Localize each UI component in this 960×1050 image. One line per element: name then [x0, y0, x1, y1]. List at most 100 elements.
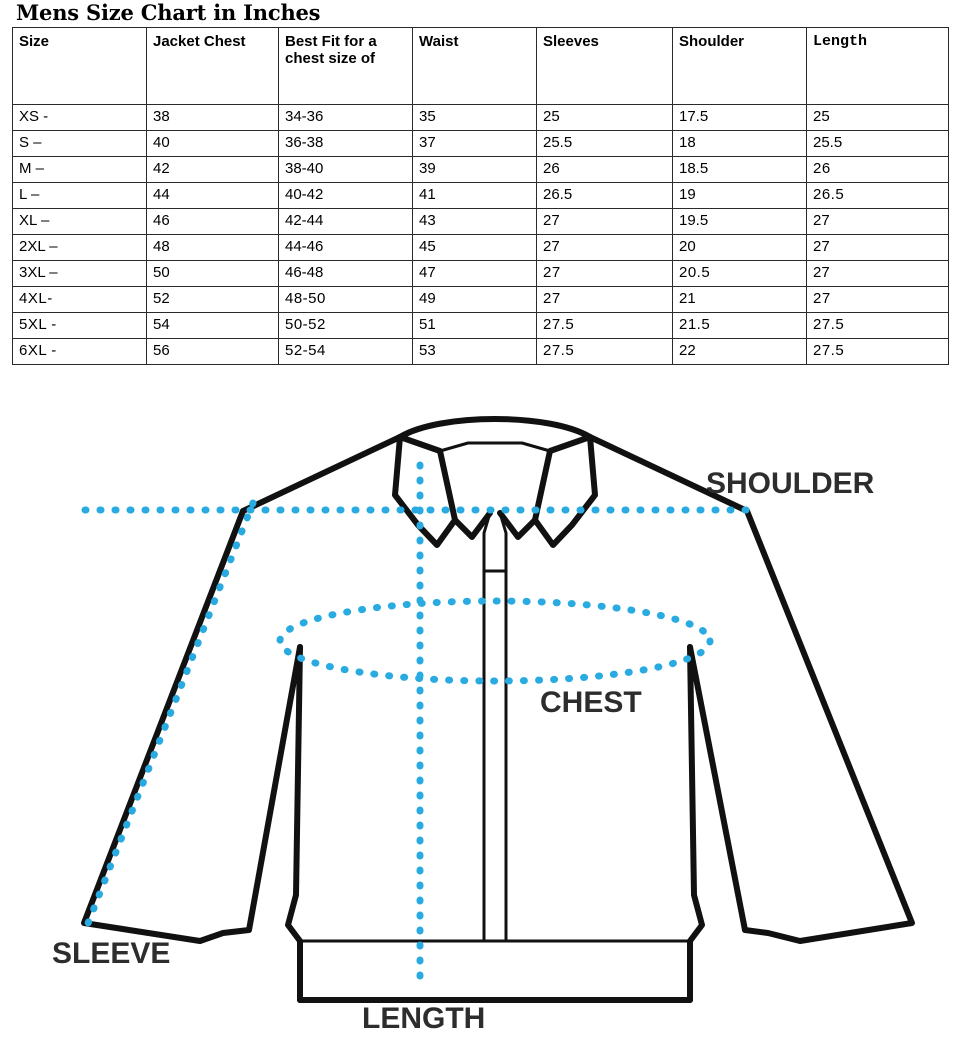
cell-length: 27 — [806, 286, 949, 313]
cell-waist: 47 — [412, 260, 537, 287]
cell-sleeves: 27.5 — [536, 338, 673, 365]
chest-label: CHEST — [540, 686, 642, 719]
cell-sleeves: 26 — [536, 156, 673, 183]
size-chart-table-container: Size Jacket Chest Best Fit for a chest s… — [12, 27, 949, 365]
column-header-size: Size — [12, 27, 147, 105]
cell-best-fit: 34-36 — [278, 104, 413, 131]
cell-size: 5XL - — [12, 312, 147, 339]
cell-sleeves: 25.5 — [536, 130, 673, 157]
cell-length: 25 — [806, 104, 949, 131]
cell-best-fit: 42-44 — [278, 208, 413, 235]
cell-best-fit: 48-50 — [278, 286, 413, 313]
cell-sleeves: 27 — [536, 234, 673, 261]
cell-sleeves: 26.5 — [536, 182, 673, 209]
cell-length: 26.5 — [806, 182, 949, 209]
cell-shoulder: 21.5 — [672, 312, 807, 339]
table-row: S – 40 36-38 37 25.5 18 25.5 — [12, 130, 949, 157]
cell-best-fit: 36-38 — [278, 130, 413, 157]
length-label: LENGTH — [362, 1002, 485, 1035]
cell-shoulder: 18.5 — [672, 156, 807, 183]
cell-best-fit: 38-40 — [278, 156, 413, 183]
cell-length: 25.5 — [806, 130, 949, 157]
cell-best-fit: 46-48 — [278, 260, 413, 287]
cell-length: 27.5 — [806, 338, 949, 365]
cell-shoulder: 20 — [672, 234, 807, 261]
cell-length: 26 — [806, 156, 949, 183]
cell-sleeves: 27 — [536, 260, 673, 287]
cell-length: 27 — [806, 234, 949, 261]
cell-jacket-chest: 44 — [146, 182, 279, 209]
cell-shoulder: 18 — [672, 130, 807, 157]
cell-best-fit: 40-42 — [278, 182, 413, 209]
cell-jacket-chest: 50 — [146, 260, 279, 287]
cell-length: 27 — [806, 208, 949, 235]
size-chart-table: Size Jacket Chest Best Fit for a chest s… — [12, 27, 949, 365]
shoulder-label: SHOULDER — [706, 467, 875, 500]
table-row: M – 42 38-40 39 26 18.5 26 — [12, 156, 949, 183]
table-row: L – 44 40-42 41 26.5 19 26.5 — [12, 182, 949, 209]
cell-shoulder: 19 — [672, 182, 807, 209]
cell-shoulder: 19.5 — [672, 208, 807, 235]
cell-size: XS - — [12, 104, 147, 131]
cell-size: 2XL – — [12, 234, 147, 261]
cell-waist: 35 — [412, 104, 537, 131]
cell-sleeves: 27.5 — [536, 312, 673, 339]
column-header-sleeves: Sleeves — [536, 27, 673, 105]
cell-size: 4XL- — [12, 286, 147, 313]
cell-waist: 51 — [412, 312, 537, 339]
cell-size: 6XL - — [12, 338, 147, 365]
cell-best-fit: 44-46 — [278, 234, 413, 261]
cell-jacket-chest: 56 — [146, 338, 279, 365]
cell-length: 27 — [806, 260, 949, 287]
cell-shoulder: 22 — [672, 338, 807, 365]
cell-length: 27.5 — [806, 312, 949, 339]
table-row: 5XL - 54 50-52 51 27.5 21.5 27.5 — [12, 312, 949, 339]
jacket-outline-icon — [81, 416, 915, 1003]
cell-jacket-chest: 48 — [146, 234, 279, 261]
cell-best-fit: 52-54 — [278, 338, 413, 365]
column-header-length: Length — [806, 27, 949, 105]
cell-jacket-chest: 54 — [146, 312, 279, 339]
cell-size: L – — [12, 182, 147, 209]
chest-measure-ellipse — [276, 597, 714, 685]
cell-jacket-chest: 40 — [146, 130, 279, 157]
table-row: 4XL- 52 48-50 49 27 21 27 — [12, 286, 949, 313]
cell-waist: 41 — [412, 182, 537, 209]
jacket-measurement-diagram: SHOULDER CHEST SLEEVE LENGTH — [0, 385, 960, 1050]
sleeve-label: SLEEVE — [52, 937, 170, 970]
cell-best-fit: 50-52 — [278, 312, 413, 339]
cell-waist: 53 — [412, 338, 537, 365]
cell-jacket-chest: 46 — [146, 208, 279, 235]
page-title: Mens Size Chart in Inches — [16, 0, 321, 25]
table-row: 6XL - 56 52-54 53 27.5 22 27.5 — [12, 338, 949, 365]
cell-shoulder: 21 — [672, 286, 807, 313]
cell-size: 3XL – — [12, 260, 147, 287]
table-row: XS - 38 34-36 35 25 17.5 25 — [12, 104, 949, 131]
cell-sleeves: 25 — [536, 104, 673, 131]
cell-size: XL – — [12, 208, 147, 235]
cell-jacket-chest: 42 — [146, 156, 279, 183]
sleeve-measure-line — [81, 499, 257, 935]
cell-jacket-chest: 38 — [146, 104, 279, 131]
cell-waist: 37 — [412, 130, 537, 157]
column-header-shoulder: Shoulder — [672, 27, 807, 105]
cell-waist: 49 — [412, 286, 537, 313]
table-row: XL – 46 42-44 43 27 19.5 27 — [12, 208, 949, 235]
cell-sleeves: 27 — [536, 286, 673, 313]
cell-jacket-chest: 52 — [146, 286, 279, 313]
column-header-jacket-chest: Jacket Chest — [146, 27, 279, 105]
cell-waist: 39 — [412, 156, 537, 183]
cell-waist: 45 — [412, 234, 537, 261]
cell-sleeves: 27 — [536, 208, 673, 235]
cell-shoulder: 20.5 — [672, 260, 807, 287]
table-row: 2XL – 48 44-46 45 27 20 27 — [12, 234, 949, 261]
cell-size: S – — [12, 130, 147, 157]
cell-waist: 43 — [412, 208, 537, 235]
column-header-best-fit: Best Fit for a chest size of — [278, 27, 413, 105]
table-header-row: Size Jacket Chest Best Fit for a chest s… — [12, 27, 949, 105]
cell-shoulder: 17.5 — [672, 104, 807, 131]
table-row: 3XL – 50 46-48 47 27 20.5 27 — [12, 260, 949, 287]
column-header-waist: Waist — [412, 27, 537, 105]
cell-size: M – — [12, 156, 147, 183]
measurement-guides — [81, 461, 764, 981]
